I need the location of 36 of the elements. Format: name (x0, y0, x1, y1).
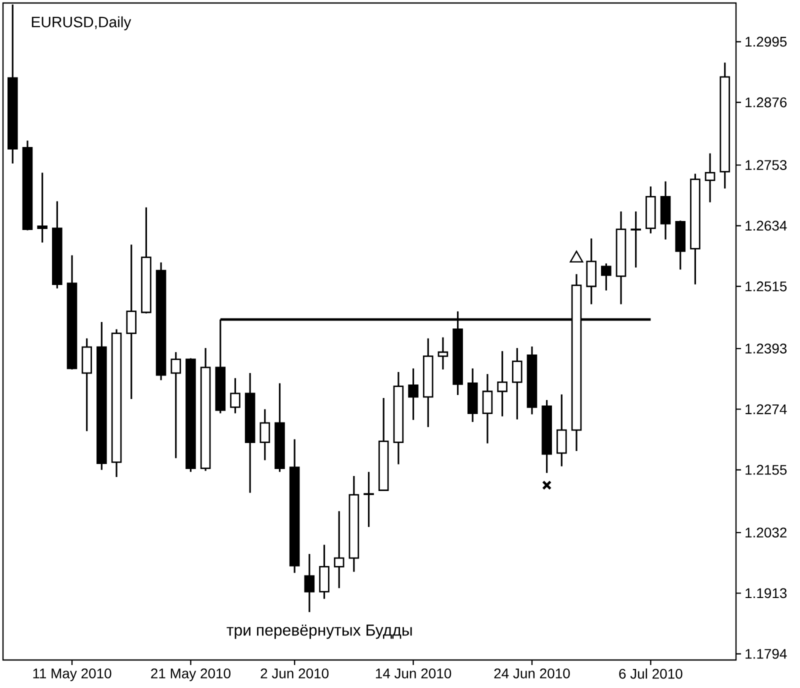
candlestick (630, 210, 642, 268)
candlestick (497, 350, 508, 418)
candlestick (408, 368, 418, 421)
y-tick-label: 1.2393 (746, 344, 787, 354)
x-tick-label: 2 Jun 2010 (260, 668, 329, 678)
x-tick-label: 14 Jun 2010 (376, 668, 452, 678)
y-tick-label: 1.2515 (746, 281, 787, 292)
candlestick (512, 347, 522, 420)
y-tick-label: 1.1794 (746, 648, 787, 659)
candlestick (37, 172, 48, 244)
candlestick (304, 553, 315, 613)
y-tick-label: 1.2274 (746, 404, 787, 414)
x-tick-label: 11 May 2010 (33, 668, 112, 682)
candlestick (260, 408, 270, 461)
y-tick-label: 1.2634 (746, 220, 787, 231)
candlestick (170, 351, 182, 459)
candlestick (230, 377, 240, 414)
candlestick (126, 244, 137, 400)
x-tick-label: 6 Jul 2010 (619, 668, 682, 679)
text: EURUSD,Daily (32, 16, 132, 30)
x-tick-label: 21 May 2010 (151, 668, 230, 682)
y-tick-label: 1.1913 (746, 588, 787, 598)
y-tick-label: 1.2753 (746, 160, 787, 170)
y-tick-label: 1.2155 (746, 464, 787, 475)
y-tick-label: 1.2995 (746, 36, 787, 47)
candlestick (364, 471, 374, 528)
y-tick-label: 1.2876 (746, 97, 787, 108)
y-tick-label: 1.2032 (746, 528, 786, 538)
candlestick (334, 510, 344, 589)
candlestick (438, 336, 448, 370)
candlestick (482, 373, 493, 444)
candlestick (556, 394, 567, 468)
candlestick (704, 152, 716, 204)
x-tick-label: 24 Jun 2010 (494, 668, 570, 678)
annotation: три перевёрнутых Будды (226, 624, 412, 639)
candlestick (601, 262, 612, 292)
